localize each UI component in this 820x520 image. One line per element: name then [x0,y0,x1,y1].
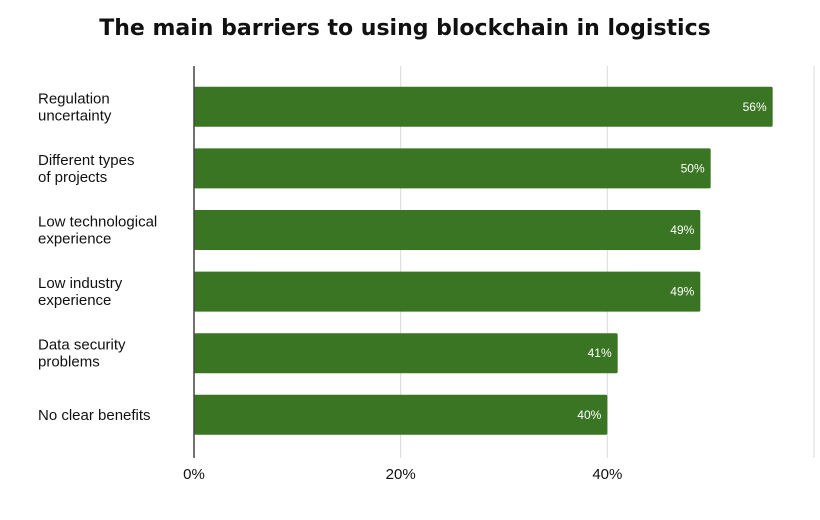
category-label: Different types [38,152,134,169]
category-label: problems [38,354,100,371]
data-label: 56% [743,100,767,114]
data-label: 49% [670,223,694,237]
category-label: Regulation [38,90,110,107]
bar [194,271,701,312]
x-tick-label: 40% [592,466,622,483]
data-label: 50% [681,161,705,175]
x-tick-label: 0% [183,466,205,483]
category-label: uncertainty [38,107,112,124]
gridlines [400,66,815,458]
bar [194,333,618,374]
category-label: Data security [38,337,126,354]
category-label: No clear benefits [38,407,151,424]
chart-title: The main barriers to using blockchain in… [99,16,711,41]
bar [194,86,773,127]
category-label: Low technological [38,214,157,231]
data-label: 41% [588,346,612,360]
bar [194,394,608,435]
bar [194,210,701,250]
bars [194,86,773,435]
category-label: experience [38,231,111,248]
data-label: 40% [577,408,601,422]
data-label: 49% [670,285,694,299]
category-label: of projects [38,169,107,186]
category-label: experience [38,292,111,309]
x-tick-label: 20% [386,466,416,483]
bar [194,148,711,189]
category-label: Low industry [38,275,123,292]
